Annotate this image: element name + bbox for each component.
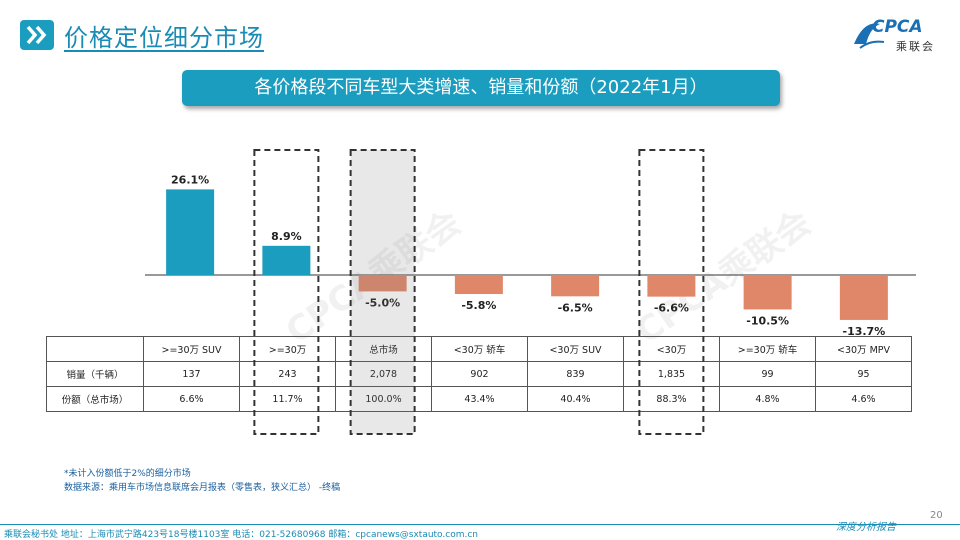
table-cell: 99 [719, 361, 816, 387]
data-label: 8.9% [271, 230, 302, 243]
table-cell: 902 [431, 361, 528, 387]
table-cell: 6.6% [143, 386, 240, 412]
column-header: 总市场 [335, 336, 432, 362]
bar-chart: 26.1% 8.9% -5.0% -5.8% -6.5% -6.6% -10.5% -13.7… [145, 173, 916, 338]
column-header: >=30万 轿车 [719, 336, 816, 362]
footer-contact: 乘联会秘书处 地址：上海市武宁路423号18号楼1103室 电话：021-526… [4, 530, 479, 540]
table-cell: 2,078 [335, 361, 432, 387]
footer-divider [0, 524, 960, 525]
bar [647, 275, 696, 297]
bar [262, 245, 311, 275]
column-header: <30万 轿车 [431, 336, 528, 362]
page-number: 20 [930, 510, 943, 521]
data-label: -5.8% [461, 299, 496, 312]
table-row: 份额（总市场） 6.6% 11.7% 100.0% 43.4% 40.4% 88… [46, 386, 912, 412]
data-label: -13.7% [843, 325, 886, 338]
data-label: -10.5% [746, 314, 789, 327]
table-header-row: >=30万 SUV >=30万 总市场 <30万 轿车 <30万 SUV <30… [46, 336, 912, 362]
data-label: -5.0% [365, 296, 400, 309]
data-source-note: 数据来源：乘用车市场信息联席会月报表（零售表，狭义汇总） -终稿 [64, 483, 341, 493]
bar [839, 275, 888, 320]
table-cell: 95 [815, 361, 912, 387]
table-row: 销量（千辆） 137 243 2,078 902 839 1,835 99 95 [46, 361, 912, 387]
column-header: <30万 [623, 336, 720, 362]
logo-text: CPCA [872, 17, 923, 37]
cpca-logo [854, 23, 885, 49]
footnote: *未计入份额低于2%的细分市场 [64, 469, 191, 479]
column-header: >=30万 SUV [143, 336, 240, 362]
page-title: 价格定位细分市场 [64, 24, 264, 52]
data-table: >=30万 SUV >=30万 总市场 <30万 轿车 <30万 SUV <30… [46, 336, 912, 412]
table-cell: 100.0% [335, 386, 432, 412]
table-cell: 4.6% [815, 386, 912, 412]
row-header: 份额（总市场） [46, 386, 144, 412]
bar [358, 275, 407, 292]
table-cell: 243 [239, 361, 336, 387]
row-header: 销量（千辆） [46, 361, 144, 387]
bar [551, 275, 600, 297]
data-label: 26.1% [171, 173, 209, 186]
column-header: >=30万 [239, 336, 336, 362]
data-label: -6.5% [558, 301, 593, 314]
column-header: <30万 MPV [815, 336, 912, 362]
table-cell: 43.4% [431, 386, 528, 412]
table-cell: 4.8% [719, 386, 816, 412]
table-cell: 88.3% [623, 386, 720, 412]
bar [166, 189, 215, 275]
table-corner-cell [46, 336, 144, 362]
bar [743, 275, 792, 310]
table-cell: 1,835 [623, 361, 720, 387]
table-cell: 40.4% [527, 386, 624, 412]
chart-subtitle: 各价格段不同车型大类增速、销量和份额（2022年1月） [182, 70, 780, 106]
table-cell: 11.7% [239, 386, 336, 412]
data-label: -6.6% [654, 302, 689, 315]
double-chevron-icon [20, 20, 54, 50]
table-cell: 137 [143, 361, 240, 387]
report-script-text: 深度分析报告 [836, 522, 896, 533]
logo-subtext: 乘联会 [896, 40, 935, 53]
bar [454, 275, 503, 295]
table-cell: 839 [527, 361, 624, 387]
column-header: <30万 SUV [527, 336, 624, 362]
